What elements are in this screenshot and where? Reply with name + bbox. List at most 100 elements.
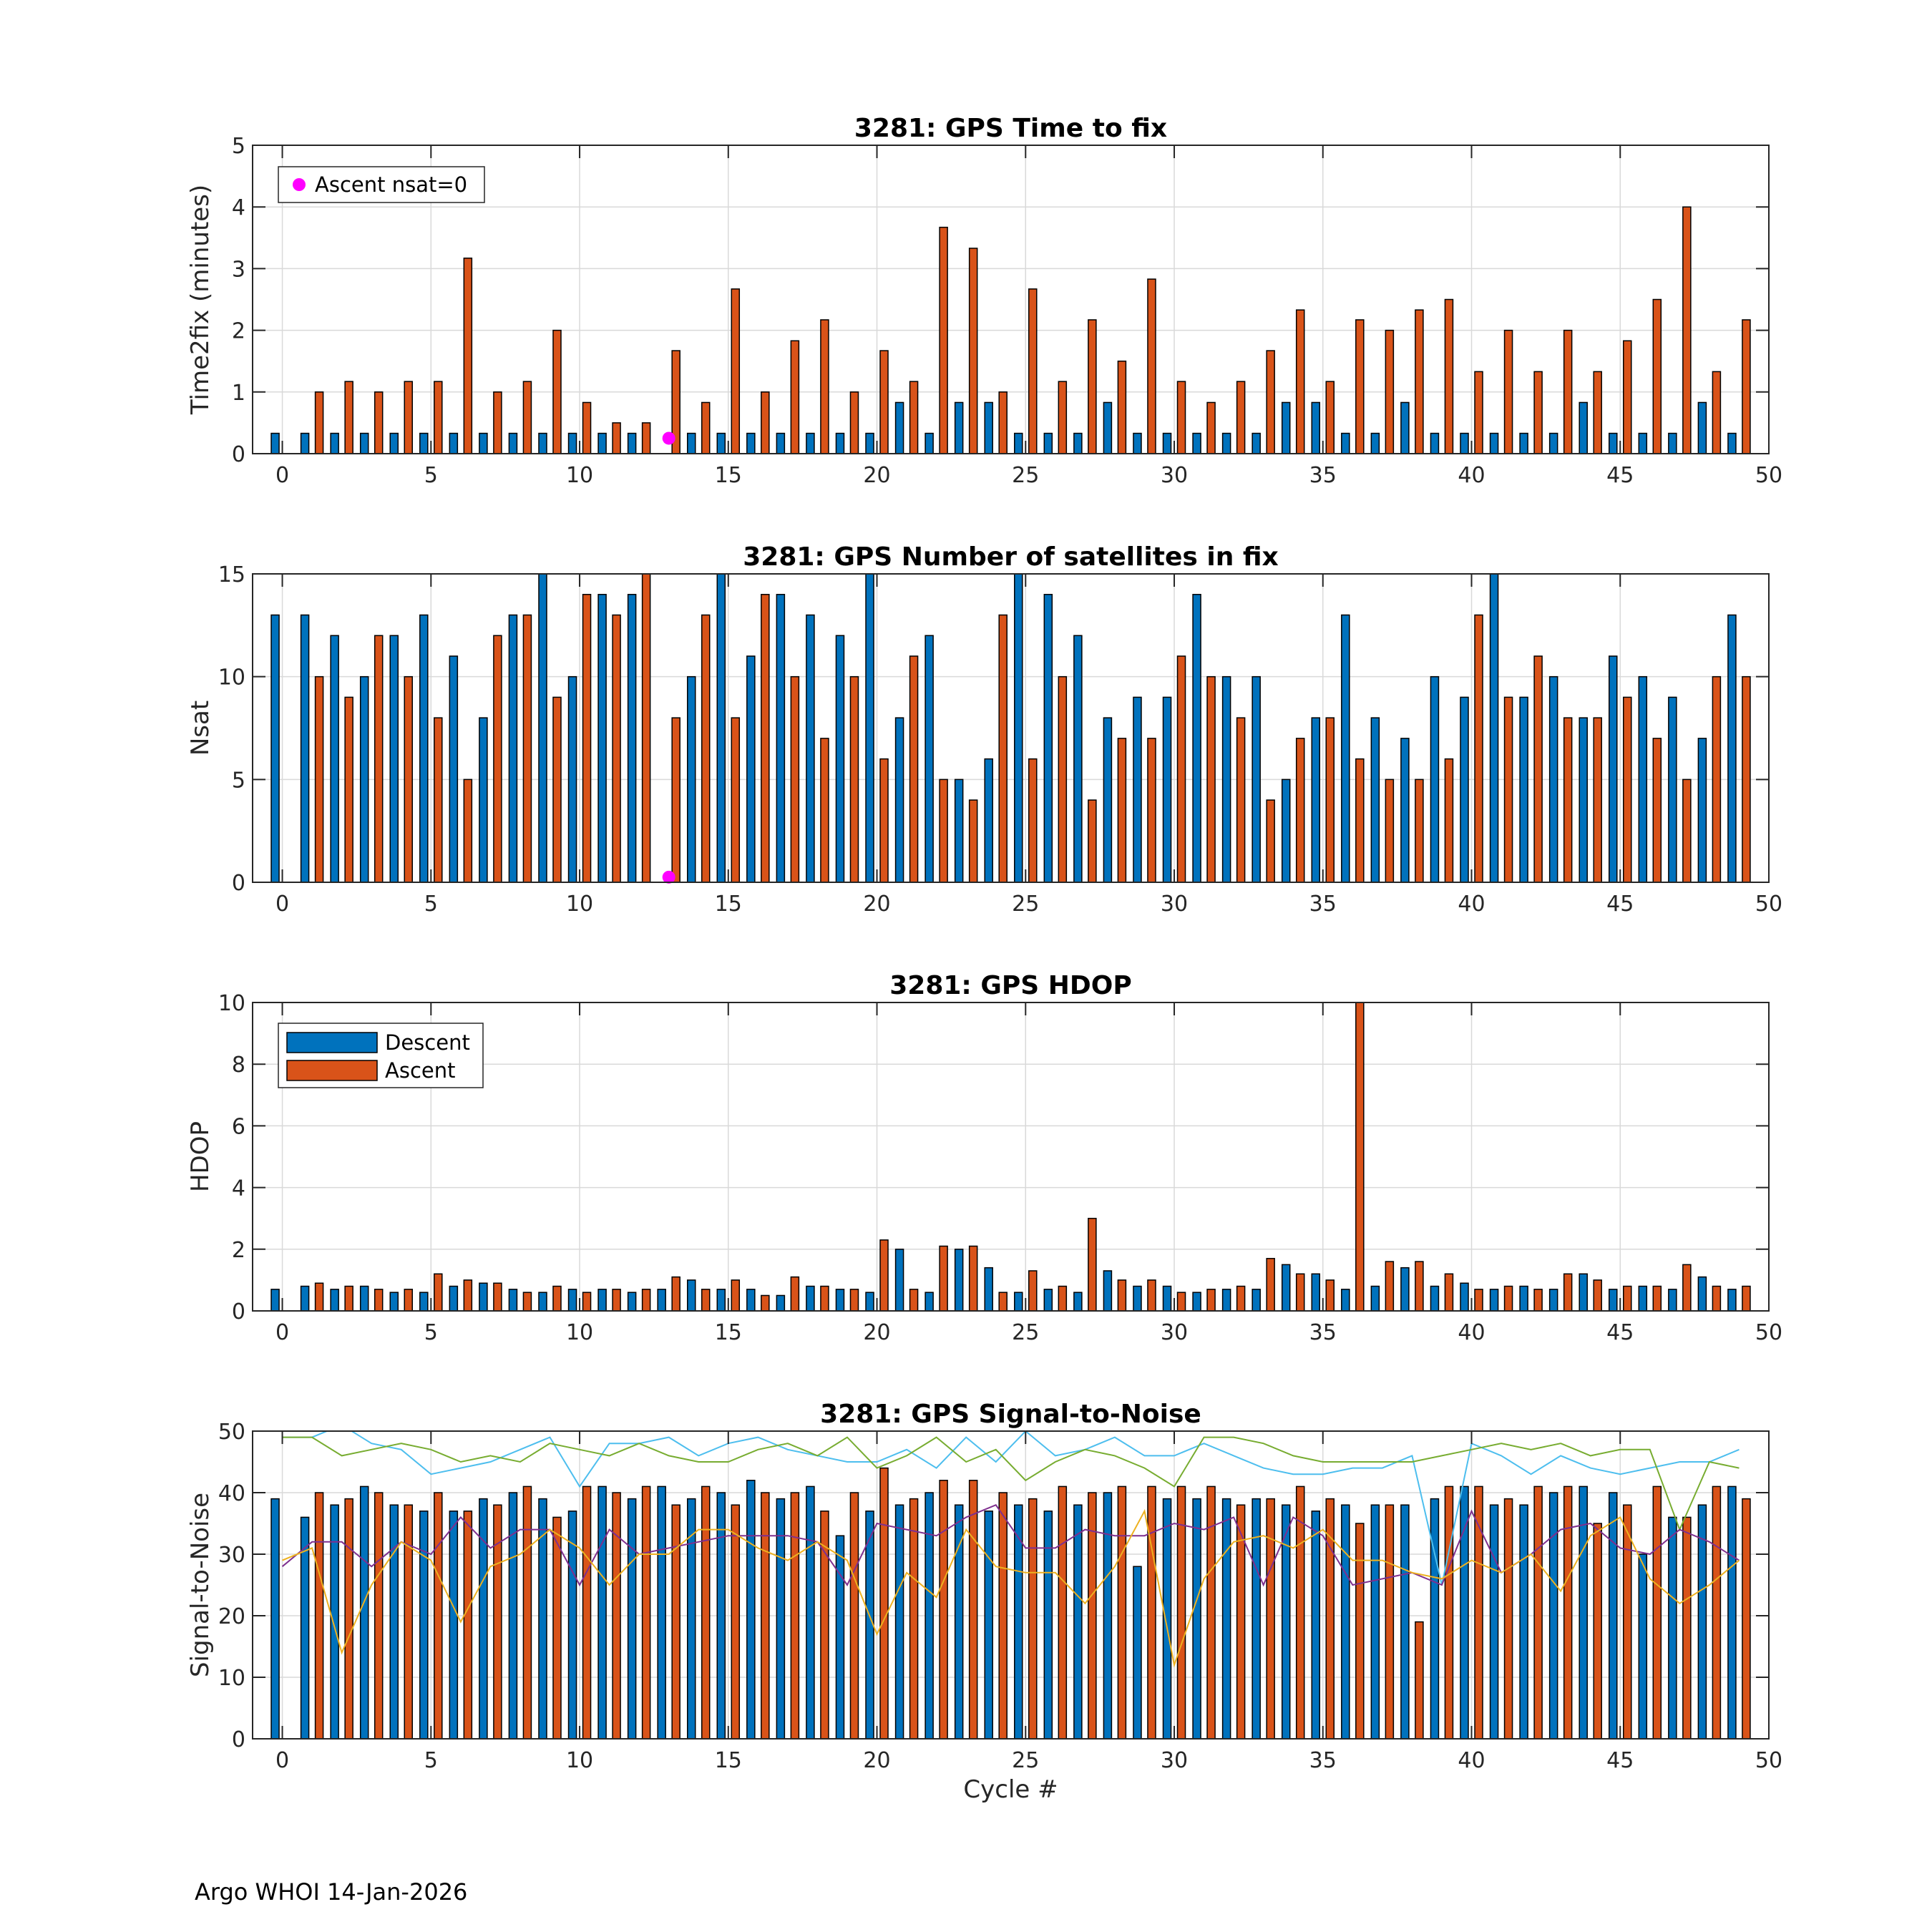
snr-bar-descent-35 xyxy=(1311,1511,1321,1739)
nsat-bar-ascent-2 xyxy=(344,696,353,882)
time2fix-bar-descent-27 xyxy=(1073,432,1083,454)
nsat-bar-ascent-7 xyxy=(493,635,502,882)
nsat-bar-ascent-28 xyxy=(1117,738,1127,882)
snr-bar-ascent-33 xyxy=(1266,1498,1275,1739)
snr-bar-descent-7 xyxy=(479,1498,488,1739)
nsat-ytick-label: 5 xyxy=(232,768,245,793)
nsat-plot-area xyxy=(253,574,1769,882)
hdop-bar-ascent-11 xyxy=(612,1289,621,1311)
hdop-ytick-label: 8 xyxy=(232,1053,245,1078)
snr-bar-descent-31 xyxy=(1192,1498,1201,1739)
snr-bar-ascent-31 xyxy=(1206,1485,1216,1739)
snr-bar-ascent-29 xyxy=(1147,1485,1156,1739)
hdop-bar-descent-40 xyxy=(1460,1282,1469,1311)
legend-descent-label: Descent xyxy=(385,1030,470,1055)
nsat-bar-ascent-14 xyxy=(701,614,711,882)
snr-bar-descent-32 xyxy=(1221,1498,1231,1739)
snr-bar-descent-39 xyxy=(1430,1498,1440,1739)
snr-bar-ascent-47 xyxy=(1682,1516,1692,1739)
snr-bar-descent-38 xyxy=(1400,1504,1410,1739)
time2fix-marker-nsat0-0 xyxy=(662,431,675,445)
snr-bar-ascent-19 xyxy=(849,1492,859,1739)
nsat-bar-descent-27 xyxy=(1073,635,1083,882)
nsat-bar-descent-26 xyxy=(1043,593,1053,882)
snr-axes-box xyxy=(252,1430,1770,1740)
hdop-xtick-label: 50 xyxy=(1755,1320,1782,1345)
snr-line-cyan xyxy=(282,1431,1740,1586)
hdop-xtick-label: 35 xyxy=(1309,1320,1337,1345)
time2fix-xtick-label: 0 xyxy=(275,463,289,488)
nsat-bar-descent-8 xyxy=(508,614,518,882)
hdop-xtick-label: 15 xyxy=(715,1320,742,1345)
hdop-xtick-label: 20 xyxy=(863,1320,890,1345)
nsat-bar-descent-7 xyxy=(479,717,488,882)
nsat-bar-descent-32 xyxy=(1221,675,1231,882)
hdop-bar-descent-24 xyxy=(984,1267,993,1311)
time2fix-xtick-label: 10 xyxy=(566,463,593,488)
hdop-bar-descent-9 xyxy=(538,1292,547,1311)
hdop-bar-descent-14 xyxy=(686,1279,696,1311)
snr-xtick-label: 50 xyxy=(1755,1748,1782,1773)
time2fix-bar-descent-48 xyxy=(1697,401,1707,454)
snr-bar-ascent-17 xyxy=(790,1492,800,1739)
hdop-bar-ascent-13 xyxy=(671,1276,680,1311)
snr-bar-descent-33 xyxy=(1252,1498,1261,1739)
snr-bar-descent-42 xyxy=(1519,1504,1528,1739)
time2fix-xtick-label: 25 xyxy=(1012,463,1039,488)
time2fix-bar-descent-35 xyxy=(1311,401,1321,454)
snr-xtick-label: 0 xyxy=(275,1748,289,1773)
nsat-bar-ascent-23 xyxy=(968,799,978,882)
hdop-bar-ascent-48 xyxy=(1712,1285,1722,1311)
nsat-bar-descent-38 xyxy=(1400,738,1410,882)
nsat-bar-ascent-46 xyxy=(1652,738,1662,882)
time2fix-bar-ascent-37 xyxy=(1385,329,1395,454)
time2fix-bar-ascent-28 xyxy=(1117,360,1127,454)
time2fix-ticks xyxy=(253,145,1770,454)
legend-marker-box xyxy=(278,166,485,203)
hdop-plot-area xyxy=(253,1002,1769,1311)
hdop-bar-descent-29 xyxy=(1133,1285,1142,1311)
snr-bar-ascent-20 xyxy=(879,1467,889,1739)
hdop-bar-descent-3 xyxy=(359,1285,369,1311)
time2fix-bar-ascent-32 xyxy=(1236,381,1246,454)
time2fix-bar-ascent-49 xyxy=(1742,319,1751,454)
nsat-bar-ascent-36 xyxy=(1355,758,1365,882)
nsat-bar-descent-5 xyxy=(419,614,429,882)
hdop-bar-descent-8 xyxy=(508,1289,518,1311)
snr-bar-descent-5 xyxy=(419,1511,429,1739)
hdop-title: 3281: GPS HDOP xyxy=(889,971,1132,1000)
time2fix-bar-ascent-8 xyxy=(522,381,532,454)
hdop-bar-descent-4 xyxy=(389,1292,399,1311)
nsat-bar-descent-45 xyxy=(1609,655,1618,882)
hdop-bar-ascent-41 xyxy=(1503,1285,1513,1311)
nsat-bar-descent-12 xyxy=(627,593,637,882)
hdop-bar-descent-27 xyxy=(1073,1292,1083,1311)
nsat-bar-descent-29 xyxy=(1133,696,1142,882)
nsat-bar-ascent-30 xyxy=(1176,655,1186,882)
nsat-bar-descent-0 xyxy=(270,614,280,882)
nsat-bar-descent-33 xyxy=(1252,675,1261,882)
hdop-bar-descent-17 xyxy=(776,1294,786,1311)
hdop-bar-ascent-47 xyxy=(1682,1264,1692,1311)
snr-bar-ascent-35 xyxy=(1325,1498,1335,1739)
hdop-bar-descent-1 xyxy=(300,1285,310,1311)
snr-bar-ascent-22 xyxy=(939,1480,948,1739)
snr-ytick-label: 10 xyxy=(218,1666,245,1691)
hdop-bar-ascent-4 xyxy=(404,1289,413,1311)
hdop-bar-descent-43 xyxy=(1548,1289,1558,1311)
nsat-bar-ascent-4 xyxy=(404,675,413,882)
snr-bar-ascent-7 xyxy=(493,1504,502,1739)
nsat-ytick-label: 10 xyxy=(218,665,245,691)
time2fix-bar-descent-33 xyxy=(1252,432,1261,454)
snr-line-yellow xyxy=(282,1508,1740,1668)
nsat-ylabel: Nsat xyxy=(186,701,215,756)
snr-bar-descent-21 xyxy=(894,1504,904,1739)
hdop-bar-ascent-49 xyxy=(1742,1285,1751,1311)
nsat-bar-ascent-48 xyxy=(1712,675,1722,882)
nsat-bar-descent-46 xyxy=(1638,675,1648,882)
nsat-bar-ascent-32 xyxy=(1236,717,1246,882)
time2fix-bar-ascent-40 xyxy=(1474,371,1483,454)
snr-bar-descent-22 xyxy=(924,1492,934,1739)
time2fix-bar-descent-25 xyxy=(1014,432,1023,454)
